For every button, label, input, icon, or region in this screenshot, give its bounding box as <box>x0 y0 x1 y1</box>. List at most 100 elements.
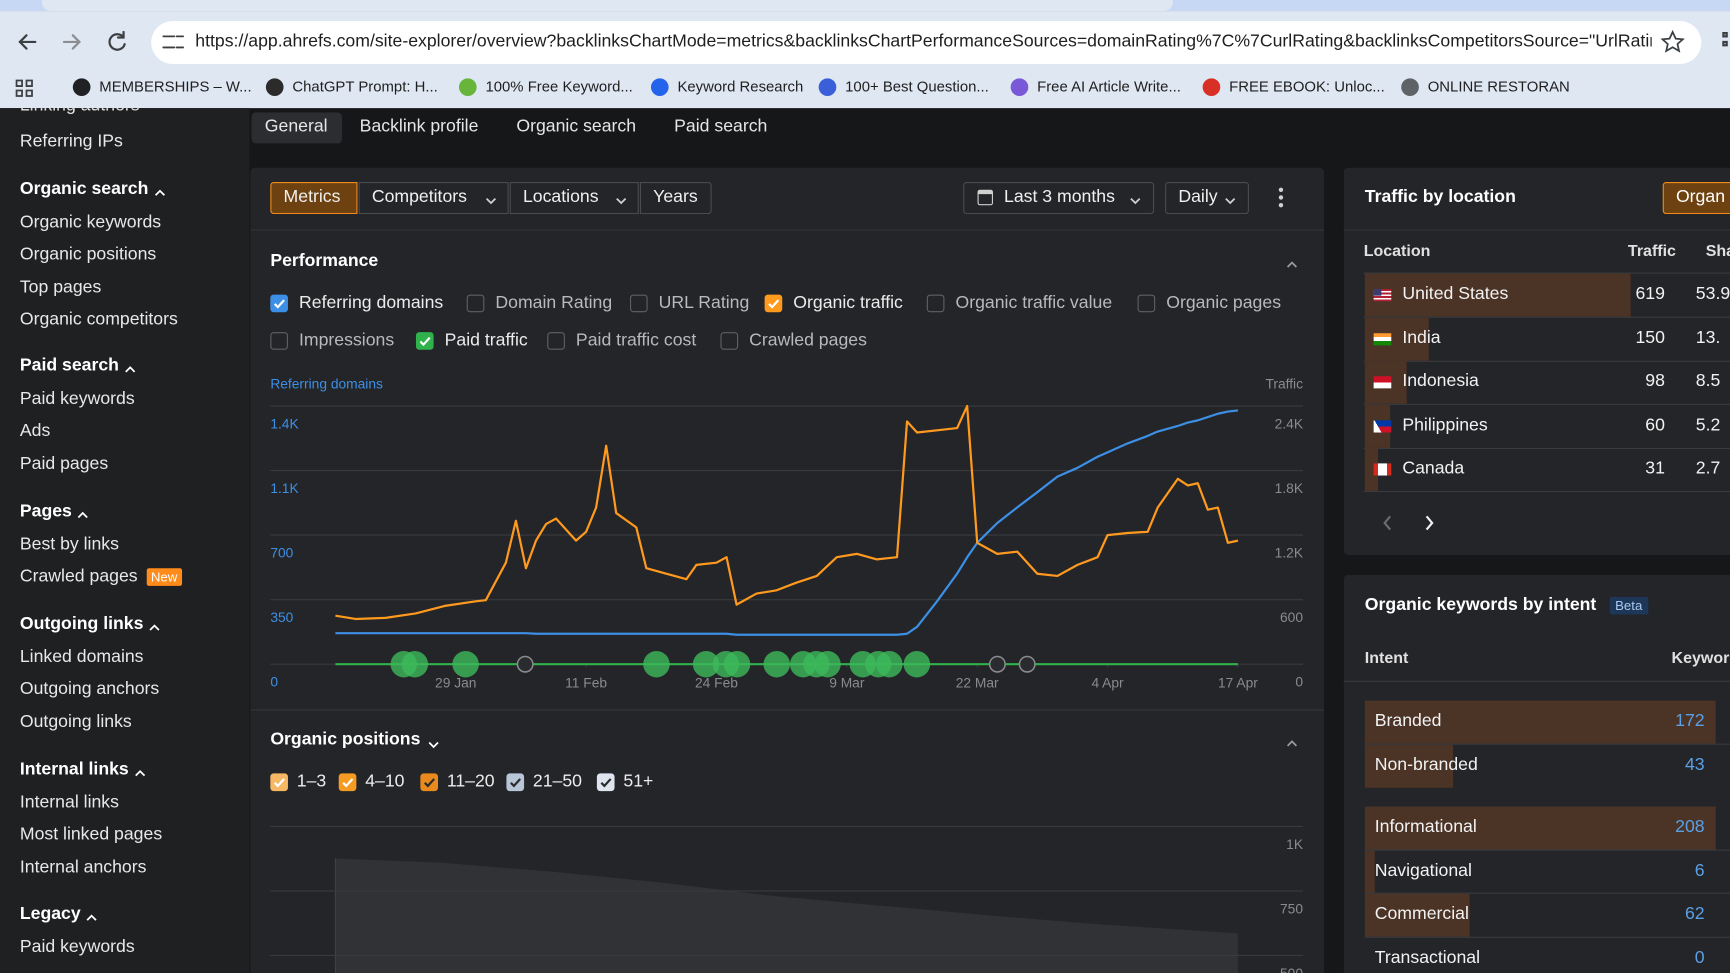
sidebar-item[interactable]: Organic positions <box>19 245 157 264</box>
range-label[interactable]: 4–10 <box>365 772 405 792</box>
sidebar-group-title[interactable]: Paid search <box>19 356 119 376</box>
bookmark-icon[interactable] <box>72 78 91 96</box>
checkbox[interactable] <box>338 773 357 792</box>
sidebar-item[interactable]: Paid keywords <box>19 937 135 957</box>
metric-label[interactable]: Domain Rating <box>495 293 613 313</box>
bookmark[interactable]: ChatGPT Prompt: H... <box>292 78 438 95</box>
bookmark-icon[interactable] <box>458 78 477 96</box>
bookmark-icon[interactable] <box>265 78 284 96</box>
bookmark-icon[interactable] <box>1401 78 1419 96</box>
source-button[interactable] <box>1662 182 1730 215</box>
sidebar-group-title[interactable]: Pages <box>19 502 72 521</box>
sidebar-item[interactable]: Crawled pages <box>19 567 138 587</box>
checkbox[interactable] <box>270 294 288 313</box>
pagination[interactable] <box>1375 512 1441 534</box>
metric-label[interactable]: Organic traffic value <box>955 293 1113 313</box>
checkbox[interactable] <box>547 332 565 350</box>
metric-label[interactable]: Organic traffic <box>793 293 903 313</box>
mode-button[interactable] <box>639 182 712 215</box>
country[interactable]: India <box>1402 328 1441 348</box>
bookmark[interactable]: 100+ Best Question... <box>845 78 989 95</box>
apps-icon[interactable] <box>15 79 33 97</box>
keyword-count[interactable]: 43 <box>1684 755 1705 775</box>
bookmark-icon[interactable] <box>1010 78 1029 96</box>
checkbox[interactable] <box>466 294 485 313</box>
range-label[interactable]: 21–50 <box>532 772 583 792</box>
sidebar-group-title[interactable]: Legacy <box>19 904 81 924</box>
range-label[interactable]: 1–3 <box>296 772 327 792</box>
extensions[interactable] <box>1722 31 1728 47</box>
kebab-dot[interactable] <box>1278 195 1284 200</box>
bookmark[interactable]: Keyword Research <box>677 78 804 95</box>
tab[interactable]: Backlink profile <box>359 116 479 136</box>
keyword-count[interactable]: 6 <box>1694 861 1705 881</box>
country[interactable]: Canada <box>1402 458 1465 478</box>
sidebar-item[interactable]: Organic keywords <box>19 212 162 232</box>
sidebar-item[interactable]: Outgoing links <box>19 712 132 732</box>
checkbox[interactable] <box>270 332 288 350</box>
country[interactable]: Philippines <box>1402 415 1488 435</box>
period-button[interactable] <box>963 182 1155 215</box>
sidebar-item[interactable]: Referring IPs <box>19 132 123 152</box>
sidebar-item[interactable]: Best by links <box>19 534 119 554</box>
country[interactable]: Indonesia <box>1402 371 1479 391</box>
bookmark[interactable]: ONLINE RESTORAN <box>1427 78 1570 95</box>
checkbox[interactable] <box>1137 294 1156 313</box>
kebab-dot[interactable] <box>1278 203 1284 208</box>
metric-label[interactable]: Paid traffic cost <box>575 330 697 350</box>
bookmark[interactable]: Free AI Article Write... <box>1037 78 1181 95</box>
intent[interactable]: Commercial <box>1374 904 1469 924</box>
sidebar-item[interactable]: Internal anchors <box>19 858 147 877</box>
metric-label[interactable]: Organic pages <box>1166 293 1282 313</box>
bookmark[interactable]: MEMBERSHIPS – W... <box>99 78 252 95</box>
tab[interactable]: Paid search <box>674 116 768 136</box>
keyword-count[interactable]: 172 <box>1675 711 1705 731</box>
keyword-count[interactable]: 208 <box>1675 817 1705 837</box>
sidebar-item[interactable]: Outgoing anchors <box>19 679 160 699</box>
tab[interactable]: General <box>264 116 328 136</box>
metric-label[interactable]: Crawled pages <box>749 330 867 350</box>
metric-label[interactable]: Paid traffic <box>444 330 528 350</box>
checkbox[interactable] <box>629 294 648 313</box>
country[interactable]: United States <box>1402 284 1509 304</box>
checkbox[interactable] <box>270 773 288 792</box>
bookmark[interactable]: FREE EBOOK: Unloc... <box>1229 78 1385 95</box>
bookmark-icon[interactable] <box>1202 78 1221 96</box>
mode-button[interactable] <box>358 182 509 215</box>
sidebar-group-title[interactable]: Organic search <box>19 179 149 199</box>
sidebar-item[interactable]: Internal links <box>19 792 119 812</box>
back-button[interactable] <box>18 34 37 50</box>
metric-label[interactable]: Referring domains <box>298 293 444 313</box>
interval-button[interactable] <box>1165 182 1249 215</box>
bookmark-icon[interactable] <box>650 78 669 96</box>
checkbox[interactable] <box>926 294 945 313</box>
site-info[interactable] <box>162 35 185 49</box>
checkbox[interactable] <box>506 773 525 792</box>
kebab-dot[interactable] <box>1278 187 1284 192</box>
intent[interactable]: Non-branded <box>1374 755 1478 775</box>
sidebar-item[interactable]: Top pages <box>19 277 102 297</box>
bookmark-star[interactable] <box>1660 29 1685 53</box>
address-bar[interactable] <box>151 20 1702 64</box>
metric-label[interactable]: Impressions <box>298 330 395 350</box>
sidebar-item[interactable]: Linking authors <box>20 108 140 118</box>
checkbox[interactable] <box>720 332 739 350</box>
keyword-count[interactable]: 0 <box>1694 948 1705 968</box>
intent[interactable]: Navigational <box>1374 861 1472 881</box>
sidebar-item[interactable]: Ads <box>19 421 51 441</box>
sidebar-item[interactable]: Paid pages <box>19 454 109 474</box>
sidebar-item[interactable]: Linked domains <box>19 647 144 666</box>
sidebar-group-title[interactable]: Outgoing links <box>19 614 144 634</box>
sidebar-item[interactable]: Most linked pages <box>19 825 163 845</box>
intent[interactable]: Transactional <box>1374 948 1481 968</box>
keyword-count[interactable]: 62 <box>1684 904 1705 924</box>
sidebar-item[interactable]: Organic competitors <box>19 310 178 330</box>
checkbox[interactable] <box>596 773 615 792</box>
forward-button[interactable] <box>62 34 81 50</box>
bookmark-icon[interactable] <box>818 78 837 96</box>
checkbox[interactable] <box>415 332 434 350</box>
range-label[interactable]: 51+ <box>623 772 654 792</box>
tab[interactable]: Organic search <box>516 116 637 136</box>
mode-button[interactable] <box>509 182 639 215</box>
checkbox[interactable] <box>764 294 783 313</box>
